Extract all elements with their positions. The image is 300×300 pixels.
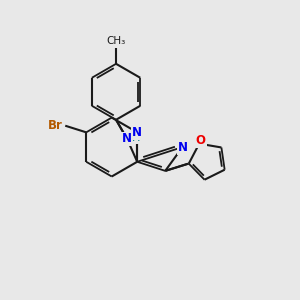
Text: Br: Br	[48, 119, 63, 132]
Text: CH₃: CH₃	[106, 36, 126, 46]
Text: H: H	[132, 133, 141, 143]
Text: O: O	[196, 134, 206, 147]
Text: N: N	[122, 132, 132, 146]
Text: N: N	[178, 141, 188, 154]
Text: N: N	[132, 126, 142, 139]
